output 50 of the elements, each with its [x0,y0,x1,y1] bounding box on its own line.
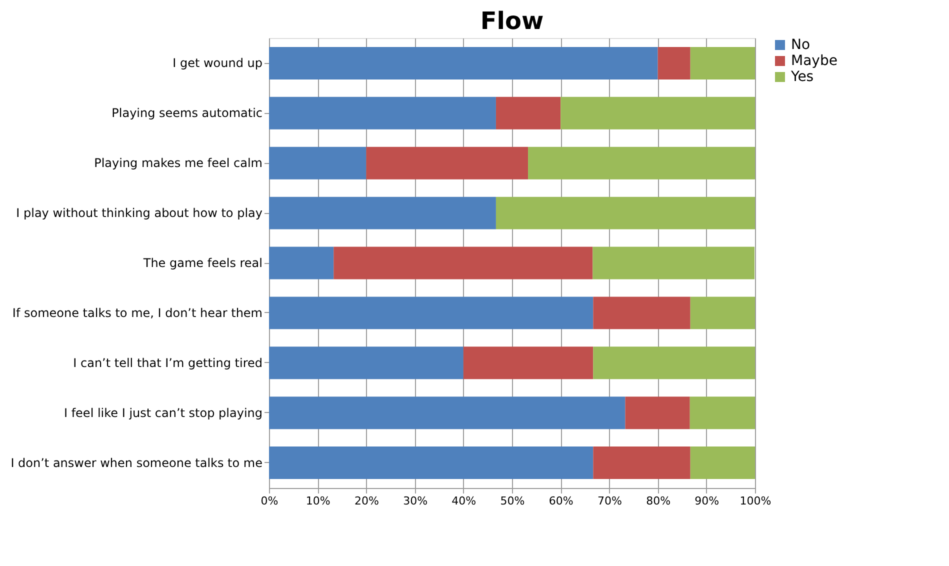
bar [690,396,755,430]
bar [269,446,594,480]
bar [592,246,755,280]
bar [366,146,528,180]
bar [496,96,561,130]
x-tick-label: 90% [694,494,720,508]
legend-label: Yes [790,69,814,85]
bar [625,396,690,430]
bar [269,346,464,380]
y-tick-label: I don’t answer when someone talks to me [10,456,262,470]
x-tick-label: 100% [740,494,772,508]
legend-label: Maybe [791,53,838,69]
bar [593,446,690,480]
y-tick-label: I can’t tell that I’m getting tired [73,356,262,370]
chart-title: Flow [480,7,544,35]
bar [593,346,755,380]
bar [658,46,690,80]
y-tick-label: I feel like I just can’t stop playing [64,406,262,420]
x-tick-label: 60% [548,494,574,508]
legend-label: No [791,37,810,53]
y-tick-label: If someone talks to me, I don’t hear them [12,306,262,320]
bar [334,246,593,280]
y-tick-label: Playing seems automatic [112,106,262,120]
x-tick-label: 0% [260,494,278,508]
bar [269,96,496,130]
bar [690,46,755,80]
bar [269,146,366,180]
bar [269,196,496,230]
bar [496,196,755,230]
y-tick-label: Playing makes me feel calm [94,156,262,170]
y-tick-label: I play without thinking about how to play [16,206,262,220]
x-tick-label: 70% [597,494,622,508]
x-tick-label: 80% [646,494,671,508]
x-tick-label: 10% [306,494,330,508]
bar [269,296,594,330]
y-tick-label: I get wound up [172,56,262,70]
bar [463,346,594,380]
bar [593,296,690,330]
y-tick-label: The game feels real [142,256,262,270]
x-tick-label: 40% [452,494,476,508]
bar [560,96,755,130]
x-tick-label: 20% [354,494,379,508]
bar [269,46,658,80]
bar [269,396,626,430]
bar [690,446,755,480]
bar [528,146,755,180]
bar [269,246,334,280]
x-tick-label: 30% [403,494,428,508]
bar [690,296,755,330]
x-tick-label: 50% [500,494,525,508]
